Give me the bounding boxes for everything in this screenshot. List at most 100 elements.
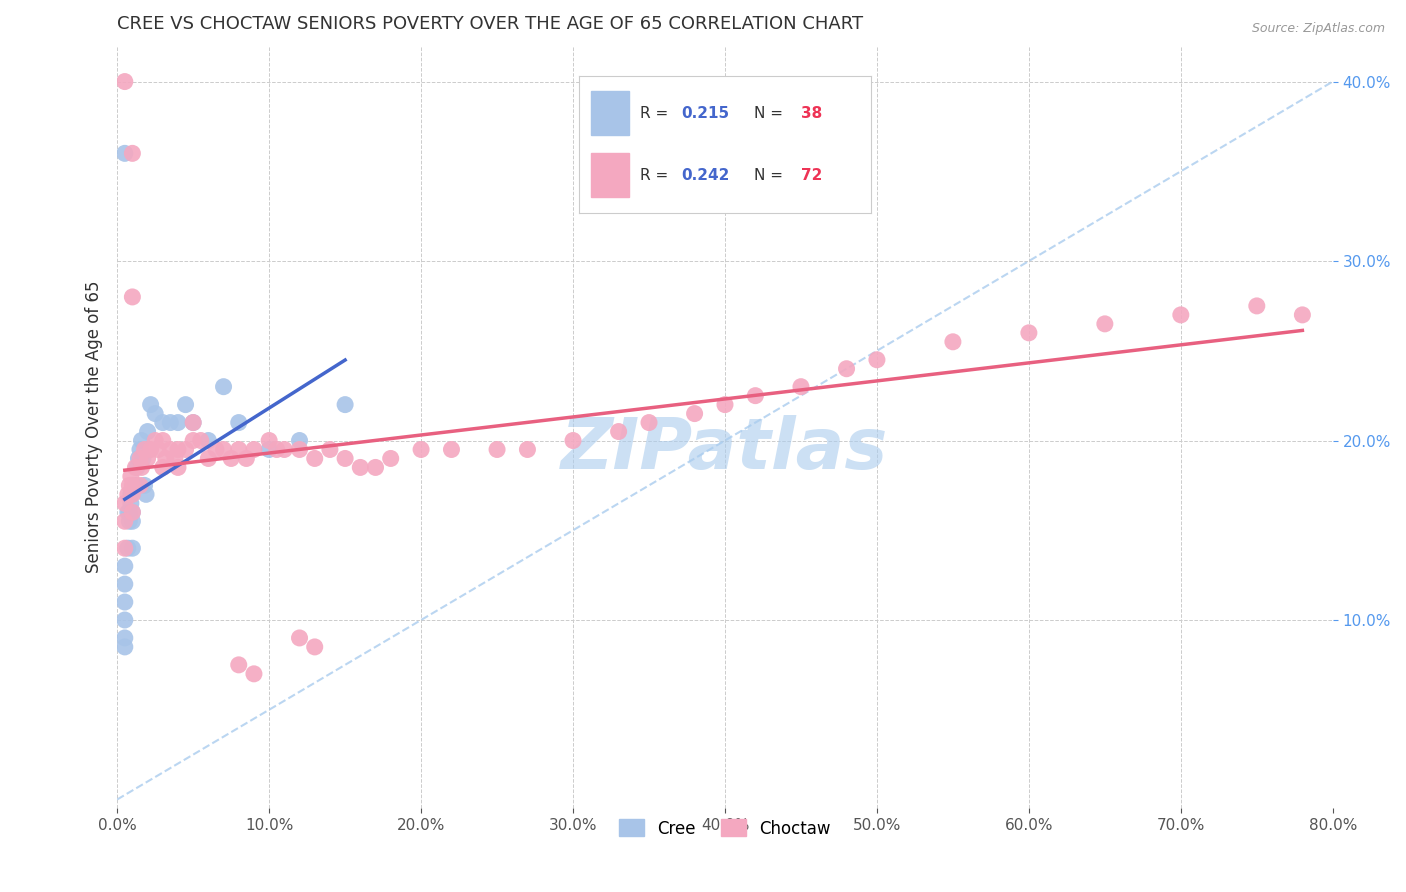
Point xyxy=(409,442,432,457)
Text: ZIPatlas: ZIPatlas xyxy=(561,416,889,484)
Point xyxy=(121,505,143,519)
Point xyxy=(120,487,142,501)
Point xyxy=(129,451,152,466)
Point xyxy=(1291,308,1313,322)
Point xyxy=(181,434,204,448)
Point xyxy=(124,478,146,492)
Point xyxy=(167,460,190,475)
Point xyxy=(942,334,965,349)
Point xyxy=(266,442,288,457)
Point xyxy=(1246,299,1268,313)
Point xyxy=(319,442,342,457)
Point xyxy=(380,451,402,466)
Point xyxy=(273,442,295,457)
Point xyxy=(257,442,280,457)
Point xyxy=(121,541,143,556)
Point xyxy=(117,487,139,501)
Point xyxy=(114,146,136,161)
Point xyxy=(866,352,889,367)
Point xyxy=(152,434,174,448)
Point xyxy=(181,416,204,430)
Point xyxy=(131,460,153,475)
Point xyxy=(152,416,174,430)
Point xyxy=(129,442,152,457)
Point xyxy=(212,442,235,457)
Point xyxy=(288,434,311,448)
Point xyxy=(143,434,166,448)
Point xyxy=(139,398,162,412)
Point xyxy=(219,451,242,466)
Point xyxy=(117,541,139,556)
Point xyxy=(114,74,136,88)
Point xyxy=(118,478,141,492)
Point xyxy=(197,434,219,448)
Point xyxy=(139,442,162,457)
Point xyxy=(607,425,630,439)
Point xyxy=(638,416,661,430)
Point xyxy=(121,478,143,492)
Point xyxy=(114,631,136,645)
Point xyxy=(304,451,326,466)
Point xyxy=(136,425,159,439)
Point xyxy=(516,442,538,457)
Point xyxy=(114,541,136,556)
Point xyxy=(120,496,142,510)
Point xyxy=(118,514,141,528)
Point xyxy=(127,451,149,466)
Point xyxy=(125,460,148,475)
Point xyxy=(257,434,280,448)
Point xyxy=(152,460,174,475)
Point xyxy=(134,478,156,492)
Point xyxy=(486,442,509,457)
Point xyxy=(228,416,250,430)
Point xyxy=(121,146,143,161)
Point xyxy=(205,442,228,457)
Point xyxy=(118,505,141,519)
Point xyxy=(121,514,143,528)
Text: Source: ZipAtlas.com: Source: ZipAtlas.com xyxy=(1251,22,1385,36)
Point xyxy=(159,416,181,430)
Point xyxy=(159,442,181,457)
Point xyxy=(714,398,737,412)
Point xyxy=(135,487,157,501)
Point xyxy=(349,460,371,475)
Point xyxy=(228,657,250,672)
Point xyxy=(440,442,463,457)
Point xyxy=(744,389,766,403)
Point xyxy=(190,434,212,448)
Point xyxy=(136,451,159,466)
Point xyxy=(304,640,326,654)
Point xyxy=(148,442,170,457)
Point xyxy=(114,595,136,609)
Point xyxy=(333,451,356,466)
Point xyxy=(167,416,190,430)
Point xyxy=(790,379,813,393)
Point xyxy=(174,442,197,457)
Point xyxy=(129,478,152,492)
Point xyxy=(243,666,266,681)
Point xyxy=(683,407,706,421)
Point xyxy=(288,442,311,457)
Point xyxy=(117,505,139,519)
Point xyxy=(114,613,136,627)
Point xyxy=(114,496,136,510)
Point xyxy=(163,451,186,466)
Point xyxy=(167,442,190,457)
Point xyxy=(121,505,143,519)
Point xyxy=(114,640,136,654)
Point xyxy=(212,379,235,393)
Point xyxy=(121,487,143,501)
Point xyxy=(174,398,197,412)
Point xyxy=(562,434,585,448)
Legend: Cree, Choctaw: Cree, Choctaw xyxy=(610,811,839,846)
Point xyxy=(124,460,146,475)
Point xyxy=(197,451,219,466)
Point xyxy=(155,451,177,466)
Point xyxy=(1018,326,1040,340)
Point xyxy=(288,631,311,645)
Point xyxy=(228,442,250,457)
Point xyxy=(243,442,266,457)
Point xyxy=(1170,308,1192,322)
Y-axis label: Seniors Poverty Over the Age of 65: Seniors Poverty Over the Age of 65 xyxy=(86,281,103,574)
Point xyxy=(235,451,257,466)
